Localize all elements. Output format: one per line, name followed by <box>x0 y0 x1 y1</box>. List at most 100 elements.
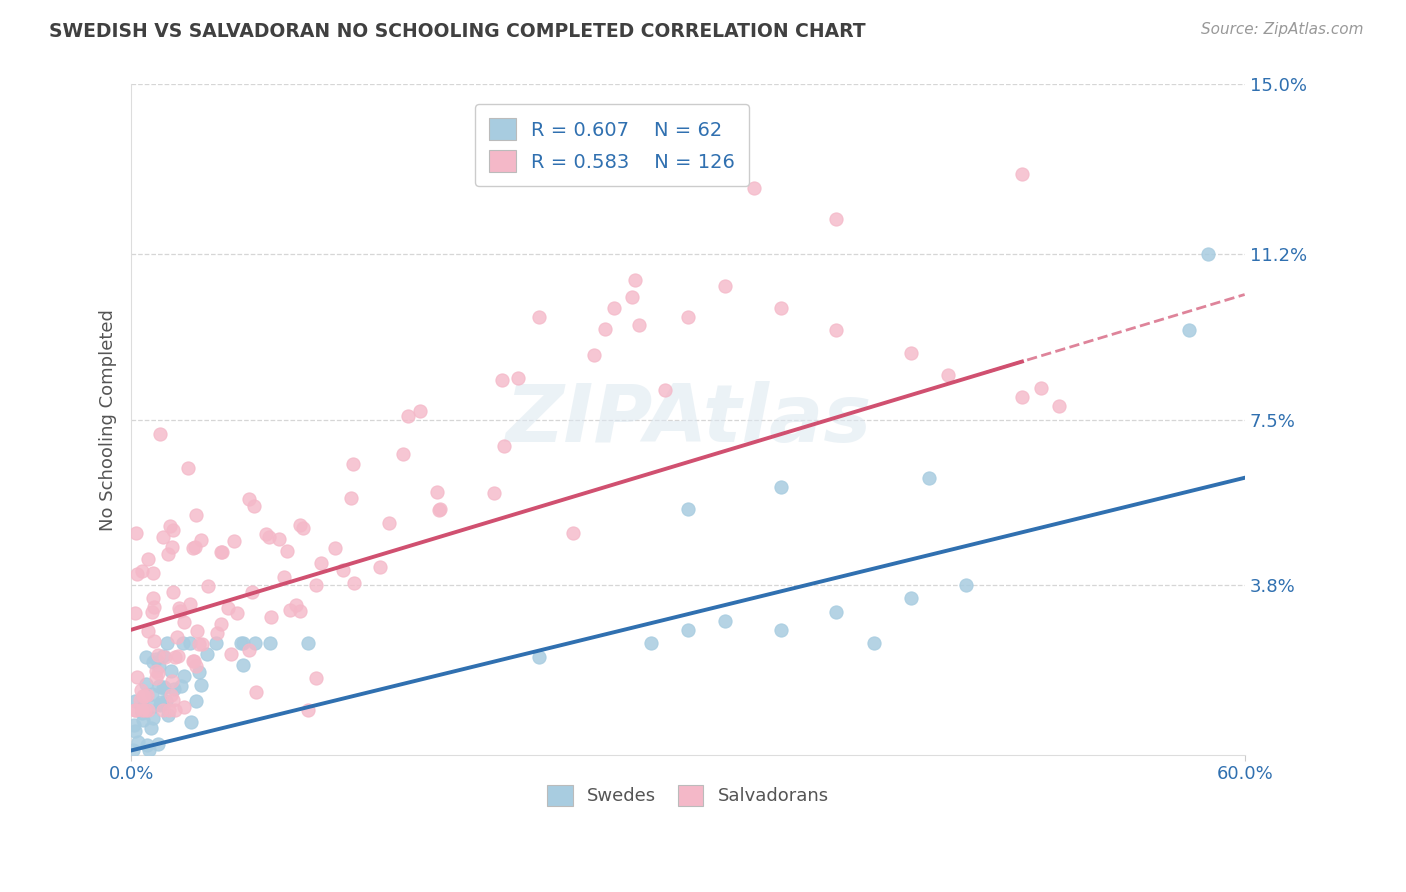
Point <box>825 323 848 337</box>
Point <box>205 625 228 640</box>
Point <box>145 664 167 678</box>
Point <box>188 665 211 679</box>
Point <box>1197 247 1219 261</box>
Point <box>769 623 792 637</box>
Point <box>149 426 172 441</box>
Point <box>621 290 644 304</box>
Point <box>492 439 515 453</box>
Point <box>149 698 172 713</box>
Point <box>900 591 922 606</box>
Point <box>238 492 260 507</box>
Point <box>143 600 166 615</box>
Point <box>190 678 212 692</box>
Point <box>152 649 174 664</box>
Point <box>142 655 165 669</box>
Point <box>132 689 155 703</box>
Point <box>209 617 232 632</box>
Point <box>676 310 699 324</box>
Point <box>159 664 181 678</box>
Point <box>267 533 290 547</box>
Point <box>627 318 650 332</box>
Point <box>152 681 174 695</box>
Point <box>173 699 195 714</box>
Point <box>426 484 449 499</box>
Point <box>148 658 170 673</box>
Point <box>156 547 179 561</box>
Point <box>138 703 160 717</box>
Point <box>222 534 245 549</box>
Point <box>562 526 585 541</box>
Point <box>259 636 281 650</box>
Point <box>152 680 174 694</box>
Point <box>160 674 183 689</box>
Point <box>125 567 148 582</box>
Point <box>245 685 267 699</box>
Point <box>825 211 848 226</box>
Point <box>125 669 148 683</box>
Point <box>191 638 214 652</box>
Point <box>157 707 180 722</box>
Point <box>135 689 157 703</box>
Point <box>163 681 186 696</box>
Point <box>156 636 179 650</box>
Point <box>506 370 529 384</box>
Point <box>129 683 152 698</box>
Point <box>146 666 169 681</box>
Point <box>209 544 232 558</box>
Point <box>305 671 328 685</box>
Point <box>169 600 191 615</box>
Point <box>142 591 165 605</box>
Point <box>159 519 181 533</box>
Point <box>186 659 208 673</box>
Point <box>278 602 301 616</box>
Point <box>217 601 239 615</box>
Point <box>311 557 333 571</box>
Point <box>240 584 263 599</box>
Point <box>936 368 959 382</box>
Point <box>714 614 737 628</box>
Point <box>332 563 354 577</box>
Point <box>141 606 163 620</box>
Point <box>160 688 183 702</box>
Point <box>135 649 157 664</box>
Point <box>134 703 156 717</box>
Point <box>232 636 254 650</box>
Point <box>900 345 922 359</box>
Point <box>124 718 146 732</box>
Point <box>742 181 765 195</box>
Point <box>169 604 191 618</box>
Point <box>640 636 662 650</box>
Point <box>918 471 941 485</box>
Point <box>136 552 159 566</box>
Text: Source: ZipAtlas.com: Source: ZipAtlas.com <box>1201 22 1364 37</box>
Point <box>125 526 148 541</box>
Point <box>142 698 165 713</box>
Point <box>862 636 884 650</box>
Point <box>165 703 187 717</box>
Point <box>127 735 149 749</box>
Point <box>482 485 505 500</box>
Point <box>378 516 401 530</box>
Point <box>1011 390 1033 404</box>
Point <box>305 578 328 592</box>
Point <box>162 524 184 538</box>
Point <box>409 403 432 417</box>
Point <box>238 642 260 657</box>
Point <box>181 654 204 668</box>
Point <box>183 540 205 554</box>
Point <box>676 623 699 637</box>
Point <box>392 447 415 461</box>
Point <box>183 654 205 668</box>
Point <box>124 703 146 717</box>
Point <box>179 597 201 611</box>
Point <box>155 694 177 708</box>
Point <box>131 703 153 717</box>
Point <box>163 649 186 664</box>
Point <box>142 711 165 725</box>
Point <box>122 743 145 757</box>
Point <box>132 713 155 727</box>
Point <box>148 680 170 694</box>
Point <box>284 599 307 613</box>
Point <box>183 541 205 555</box>
Legend: Swedes, Salvadorans: Swedes, Salvadorans <box>540 778 835 813</box>
